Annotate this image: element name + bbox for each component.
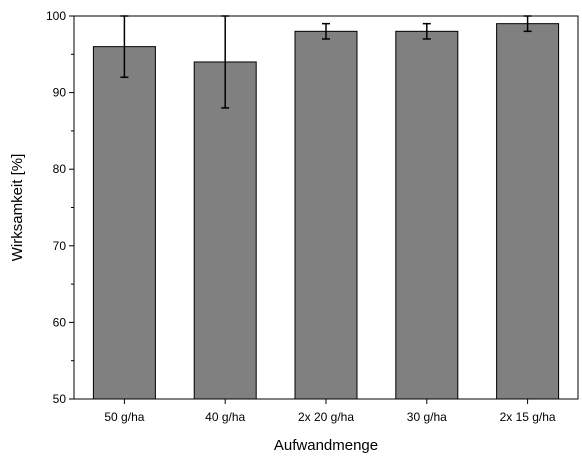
- x-tick-label: 2x 15 g/ha: [500, 410, 556, 424]
- axes: [69, 15, 579, 404]
- bar: [496, 23, 560, 400]
- x-tick-label: 2x 20 g/ha: [298, 410, 354, 424]
- error-bar: [322, 22, 330, 40]
- x-tick-label: 50 g/ha: [104, 410, 144, 424]
- y-axis-title: Wirksamkeit [%]: [9, 154, 26, 262]
- bar: [294, 30, 358, 400]
- y-tick-label: 70: [53, 239, 67, 253]
- bar: [92, 46, 156, 400]
- bars: [92, 23, 560, 400]
- y-tick-label: 60: [53, 315, 67, 329]
- x-axis-title: Aufwandmenge: [274, 437, 378, 454]
- x-tick-label: 30 g/ha: [407, 410, 447, 424]
- bar: [395, 30, 459, 400]
- error-bar: [422, 22, 431, 40]
- y-tick-label: 50: [53, 392, 67, 406]
- y-tick-label: 100: [46, 9, 66, 23]
- y-tick-label: 80: [53, 162, 67, 176]
- bar: [193, 61, 257, 400]
- tick-labels: 50 g/ha 40 g/ha 2x 20 g/ha 30 g/ha 2x 15 g/h…: [46, 9, 556, 424]
- x-tick-label: 40 g/ha: [205, 410, 245, 424]
- y-tick-label: 90: [53, 86, 67, 100]
